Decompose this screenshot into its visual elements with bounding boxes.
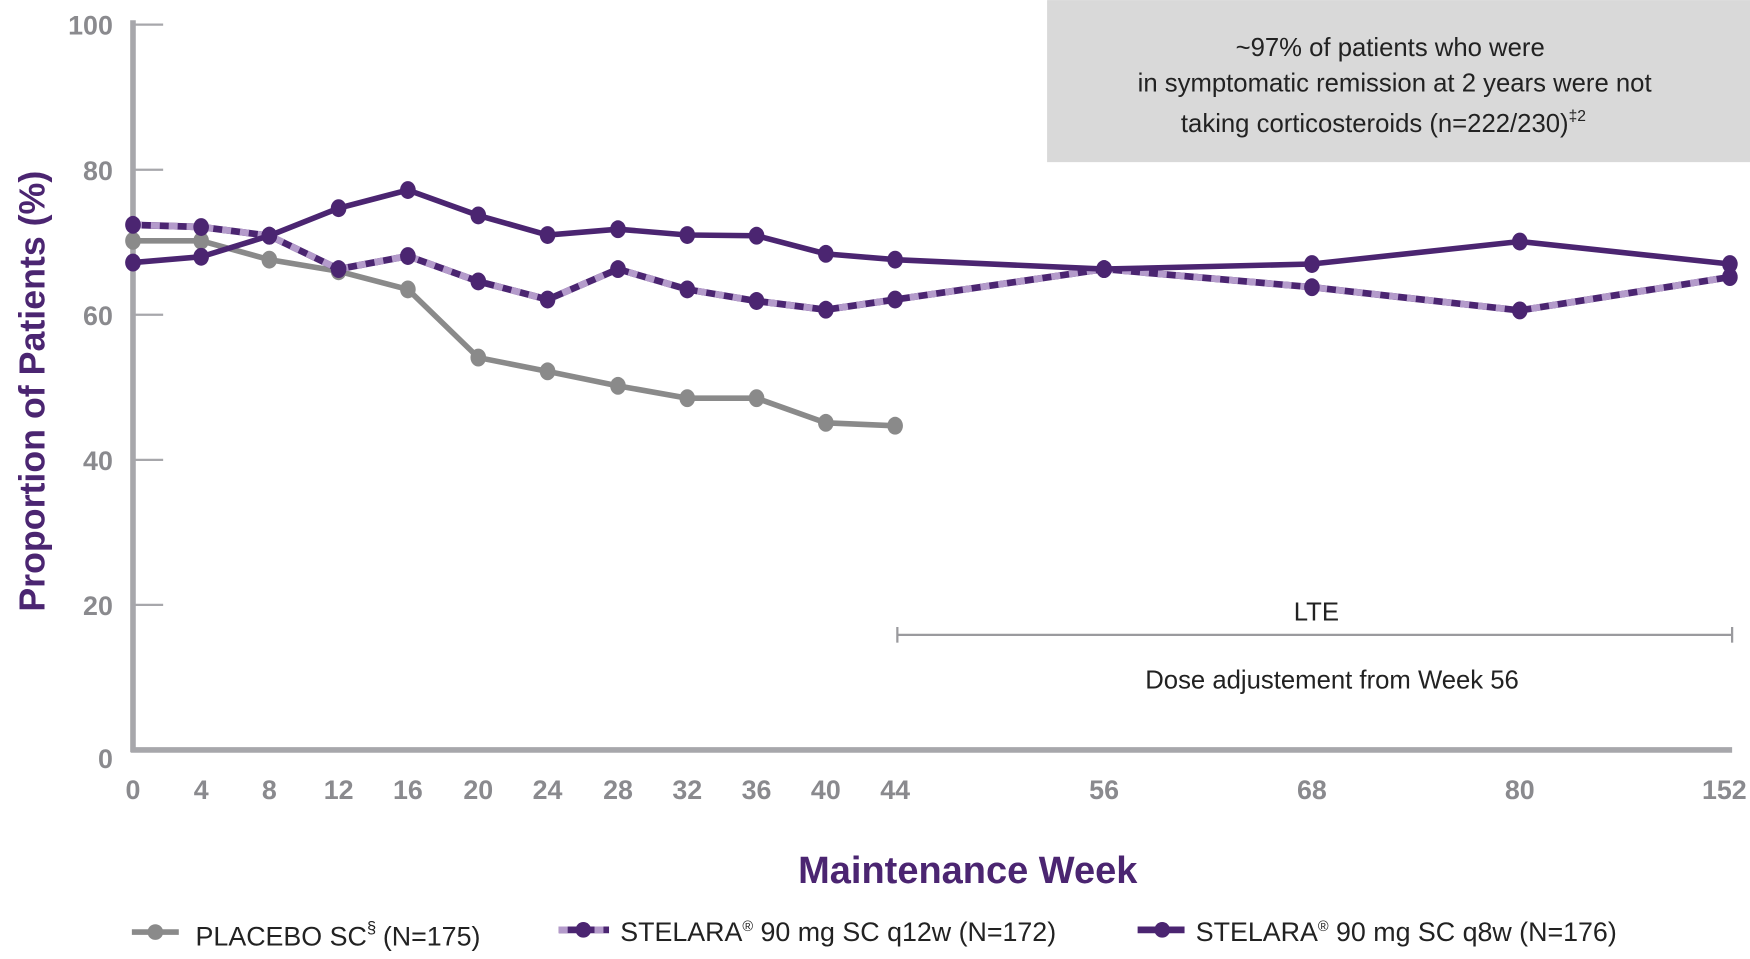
data-point bbox=[1511, 301, 1528, 320]
annotation-box bbox=[1047, 0, 1750, 163]
data-point bbox=[470, 206, 487, 225]
data-point bbox=[470, 272, 487, 291]
data-point bbox=[887, 290, 903, 309]
x-tick-label: 56 bbox=[1089, 775, 1119, 805]
data-point bbox=[610, 220, 626, 239]
x-tick-label: 152 bbox=[1702, 775, 1747, 805]
svg-text:STELARA® 90 mg SC q8w (N=176): STELARA® 90 mg SC q8w (N=176) bbox=[1196, 917, 1617, 947]
data-point bbox=[679, 280, 696, 299]
data-point bbox=[1304, 255, 1320, 273]
data-point bbox=[818, 244, 834, 263]
x-tick-label: 40 bbox=[811, 775, 841, 805]
data-point bbox=[330, 260, 347, 279]
legend: PLACEBO SC§ (N=175) STELARA® 90 mg SC q12… bbox=[131, 917, 1617, 951]
legend-sup-q8w: ® bbox=[1318, 919, 1329, 935]
legend-label-q8w: STELARA bbox=[1196, 917, 1318, 947]
data-point bbox=[679, 389, 696, 408]
x-tick-label: 68 bbox=[1297, 775, 1327, 805]
data-point bbox=[1722, 268, 1738, 287]
data-point bbox=[818, 413, 834, 432]
data-point bbox=[818, 300, 834, 319]
x-tick-label: 32 bbox=[672, 775, 702, 805]
series-line bbox=[132, 238, 896, 429]
legend-n-q12w: 90 mg SC q12w (N=172) bbox=[753, 917, 1056, 947]
y-tick-label: 100 bbox=[68, 11, 113, 41]
lte-bracket bbox=[896, 627, 1734, 643]
x-tick-label: 12 bbox=[324, 775, 354, 805]
y-axis-title: Proportion of Patients (%) bbox=[13, 171, 53, 612]
legend-item-placebo: PLACEBO SC§ (N=175) bbox=[131, 918, 481, 951]
data-point bbox=[610, 260, 626, 279]
data-point bbox=[400, 280, 416, 299]
legend-n-placebo: (N=175) bbox=[383, 921, 481, 951]
data-point bbox=[261, 226, 278, 245]
x-tick-label: 4 bbox=[194, 775, 209, 805]
data-point bbox=[261, 250, 278, 269]
y-tick-label: 40 bbox=[83, 446, 113, 476]
data-point bbox=[400, 247, 416, 265]
data-point bbox=[1304, 278, 1320, 297]
x-tick-label: 28 bbox=[603, 775, 633, 805]
y-tick-label: 20 bbox=[83, 591, 113, 621]
annotation-line-3: taking corticosteroids (n=222/230)‡2 bbox=[1181, 108, 1586, 138]
data-point bbox=[748, 389, 765, 408]
data-point bbox=[1096, 260, 1112, 279]
legend-sup-placebo: § bbox=[367, 918, 376, 937]
data-point bbox=[887, 416, 903, 435]
data-point bbox=[679, 226, 696, 244]
series-solid-purple bbox=[125, 181, 1738, 279]
x-axis-title: Maintenance Week bbox=[798, 850, 1138, 892]
data-point bbox=[193, 231, 209, 250]
lte-label: LTE bbox=[1294, 598, 1339, 626]
x-tick-label: 8 bbox=[262, 775, 277, 805]
x-tick-label: 24 bbox=[533, 775, 563, 805]
annotation-superscript: ‡2 bbox=[1569, 108, 1586, 125]
x-tick-label: 80 bbox=[1505, 775, 1535, 805]
series-line-dash bbox=[132, 221, 1731, 314]
x-tick-label: 0 bbox=[126, 775, 141, 805]
y-tick-label: 60 bbox=[83, 301, 113, 331]
data-point bbox=[125, 231, 141, 250]
series-layer bbox=[125, 181, 1738, 435]
y-tick-label: 0 bbox=[98, 744, 113, 774]
data-point bbox=[400, 181, 416, 199]
data-point bbox=[470, 348, 487, 367]
data-point bbox=[748, 292, 765, 310]
data-point bbox=[330, 199, 347, 218]
data-point bbox=[887, 250, 903, 269]
data-point bbox=[1722, 255, 1738, 273]
svg-text:PLACEBO SC§(N=175): PLACEBO SC§ (N=175) bbox=[196, 918, 481, 951]
data-point bbox=[193, 218, 209, 236]
data-point bbox=[1511, 232, 1528, 251]
legend-label-q12w: STELARA bbox=[620, 917, 742, 947]
annotation-line-1: ~97% of patients who were bbox=[1236, 34, 1545, 62]
series-dashed-purple bbox=[125, 215, 1738, 320]
series-line bbox=[132, 187, 1731, 272]
data-point bbox=[539, 226, 556, 244]
data-point bbox=[539, 290, 556, 309]
legend-item-q12w: STELARA® 90 mg SC q12w (N=172) bbox=[558, 917, 1056, 947]
y-tick-label: 80 bbox=[83, 156, 113, 186]
axes: 0 20 40 60 80 100 0 4 8 12 16 20 24 28 32 36 40 44 56 68 80 1… bbox=[68, 11, 1747, 805]
data-point bbox=[125, 253, 141, 272]
x-tick-label: 16 bbox=[393, 775, 423, 805]
data-point bbox=[610, 376, 626, 395]
data-point bbox=[125, 215, 141, 234]
legend-item-q8w: STELARA® 90 mg SC q8w (N=176) bbox=[1137, 917, 1617, 947]
svg-text:STELARA® 90 mg SC q12w (N=172): STELARA® 90 mg SC q12w (N=172) bbox=[620, 917, 1056, 947]
data-point bbox=[748, 226, 765, 245]
annotation-line-2: in symptomatic remission at 2 years were… bbox=[1138, 70, 1652, 98]
legend-n-q8w: 90 mg SC q8w (N=176) bbox=[1329, 917, 1617, 947]
lte-note: Dose adjustement from Week 56 bbox=[1145, 666, 1519, 694]
series-solid-grey bbox=[125, 231, 903, 435]
x-tick-label: 44 bbox=[880, 775, 910, 805]
data-point bbox=[193, 247, 209, 266]
data-point bbox=[539, 362, 556, 381]
annotation-line-3-text: taking corticosteroids (n=222/230) bbox=[1181, 110, 1569, 138]
legend-sup-q12w: ® bbox=[742, 919, 753, 935]
x-tick-label: 20 bbox=[463, 775, 493, 805]
legend-label-placebo: PLACEBO SC bbox=[196, 921, 367, 951]
x-tick-label: 36 bbox=[742, 775, 772, 805]
